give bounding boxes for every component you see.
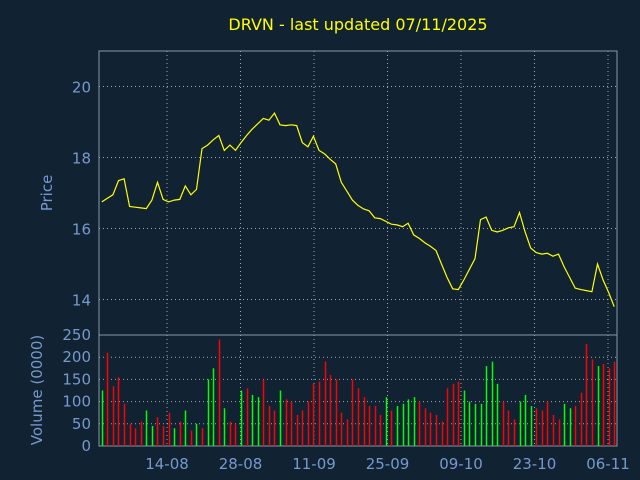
volume-tick-label: 200 [62,348,91,366]
x-tick-label: 09-10 [439,455,483,473]
price-line [101,111,615,307]
volume-tick-label: 250 [62,326,91,344]
price-tick-label: 14 [72,292,91,310]
price-plot-frame [98,50,618,336]
x-tick-label: 25-09 [366,455,410,473]
chart-title: DRVN - last updated 07/11/2025 [228,15,487,34]
volume-tick-label: 150 [62,370,91,388]
x-tick-label: 11-09 [292,455,336,473]
price-tick-label: 16 [72,221,91,239]
volume-axis-label: Volume (0000) [28,335,46,445]
price-tick-label: 20 [72,79,91,97]
volume-tick-label: 0 [81,437,91,455]
volume-y-tick-labels: 0 50 100 150 200 250 [62,326,91,455]
price-tick-label: 18 [72,150,91,168]
x-tick-label: 23-10 [513,455,557,473]
price-axis-label: Price [38,175,56,212]
price-y-tick-labels: 14 16 18 20 [72,79,91,310]
x-tick-label: 28-08 [219,455,263,473]
x-tick-label: 06-11 [586,455,630,473]
x-tick-labels: 14-08 28-08 11-09 25-09 09-10 23-10 06-11 [145,455,630,473]
price-grid [99,51,617,335]
volume-tick-label: 50 [72,415,91,433]
volume-tick-label: 100 [62,393,91,411]
volume-bars [101,339,616,446]
x-tick-label: 14-08 [145,455,189,473]
